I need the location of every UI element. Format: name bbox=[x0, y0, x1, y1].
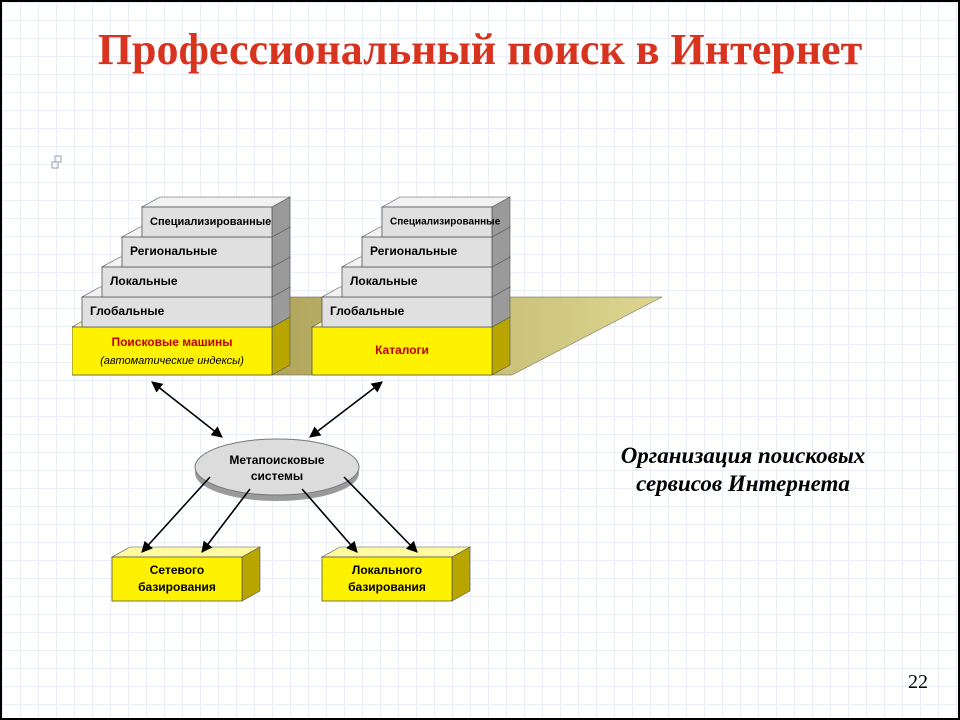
slide-title: Профессиональный поиск в Интернет bbox=[2, 26, 958, 74]
svg-text:Специализированные: Специализированные bbox=[150, 216, 271, 228]
svg-text:Региональные: Региональные bbox=[370, 244, 458, 258]
svg-text:Локальные: Локальные bbox=[350, 274, 418, 288]
svg-text:Метапоисковые: Метапоисковые bbox=[229, 453, 324, 467]
svg-text:Глобальные: Глобальные bbox=[90, 304, 165, 318]
arrow-0 bbox=[152, 382, 222, 437]
arrow-5 bbox=[344, 477, 417, 552]
diagram-caption: Организация поисковых сервисов Интернета bbox=[598, 442, 888, 497]
svg-text:базирования: базирования bbox=[138, 580, 216, 594]
page-number: 22 bbox=[908, 671, 928, 694]
stack-left-level-3: Специализированные bbox=[142, 197, 290, 237]
svg-text:Специализированные: Специализированные bbox=[390, 217, 501, 228]
stack-right-level-3: Специализированные bbox=[382, 197, 510, 237]
svg-text:базирования: базирования bbox=[348, 580, 426, 594]
svg-text:Глобальные: Глобальные bbox=[330, 304, 405, 318]
svg-text:(автоматические индексы): (автоматические индексы) bbox=[100, 355, 244, 367]
slide-container: Профессиональный поиск в Интернет Поиско… bbox=[0, 0, 960, 720]
svg-text:Каталоги: Каталоги bbox=[375, 343, 429, 357]
svg-text:системы: системы bbox=[251, 469, 303, 483]
svg-text:Локальные: Локальные bbox=[110, 274, 178, 288]
meta-node: Метапоисковые системы bbox=[195, 439, 359, 501]
diagram: Поисковые машины (автоматические индексы)… bbox=[72, 177, 662, 672]
svg-text:Сетевого: Сетевого bbox=[150, 563, 204, 577]
svg-text:Поисковые машины: Поисковые машины bbox=[111, 335, 232, 349]
arrow-1 bbox=[310, 382, 382, 437]
bottom-box-net: Сетевого базирования bbox=[112, 547, 260, 601]
bottom-box-local: Локального базирования bbox=[322, 547, 470, 601]
page-marker-icon bbox=[48, 152, 68, 172]
diagram-svg: Поисковые машины (автоматические индексы)… bbox=[72, 177, 662, 667]
svg-text:Региональные: Региональные bbox=[130, 244, 218, 258]
arrow-2 bbox=[142, 477, 210, 552]
arrow-3 bbox=[202, 489, 250, 552]
arrow-4 bbox=[302, 489, 357, 552]
svg-text:Локального: Локального bbox=[352, 563, 422, 577]
